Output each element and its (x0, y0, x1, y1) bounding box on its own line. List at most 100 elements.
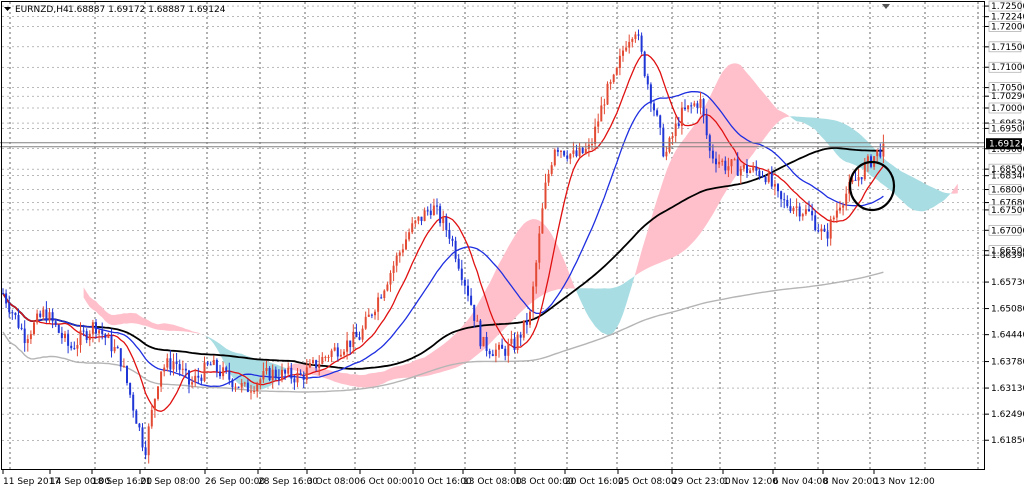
x-tick-label: 3 Oct 08:00 (307, 477, 360, 487)
candle-body (560, 150, 562, 152)
candle-body (377, 297, 380, 312)
candle-body (690, 105, 693, 107)
candle-body (879, 149, 882, 157)
candle-body (370, 314, 373, 316)
candle-body (395, 255, 398, 266)
candle-body (470, 295, 473, 305)
candle-body (51, 312, 54, 322)
candle-body (773, 184, 776, 187)
candle-body (544, 182, 547, 209)
candle-body (256, 383, 259, 392)
candle-body (405, 239, 407, 250)
candle-body (166, 358, 169, 368)
y-tick-label: 1.71000 (991, 63, 1024, 73)
candle-body (392, 265, 395, 274)
candle-body (699, 99, 702, 108)
candle-body (85, 331, 88, 340)
candle-body (612, 74, 615, 82)
candle-body (122, 365, 125, 367)
candle-body (792, 207, 795, 212)
candle-body (197, 375, 200, 378)
candle-body (20, 327, 23, 329)
candle-body (516, 334, 519, 351)
candle-body (308, 363, 311, 368)
candle-body (157, 386, 159, 399)
candle-body (290, 367, 293, 379)
candle-body (352, 331, 355, 348)
candle-body (535, 262, 538, 287)
candle-body (594, 126, 597, 145)
y-tick-label: 1.68340 (991, 172, 1024, 182)
candle-body (336, 347, 339, 357)
y-tick-label: 1.71500 (991, 43, 1024, 53)
candle-body (349, 340, 352, 348)
scroll-marker-icon[interactable] (882, 4, 890, 9)
candle-body (327, 356, 330, 358)
candle-body (764, 176, 767, 183)
candle-body (262, 370, 265, 380)
candle-body (296, 372, 299, 383)
candle-body (17, 314, 20, 328)
candle-body (147, 426, 150, 456)
candle-body (95, 322, 97, 334)
candle-body (814, 215, 817, 231)
candle-body (129, 383, 132, 395)
candle-body (882, 143, 885, 157)
candle-body (33, 322, 35, 335)
y-tick-label: 1.69000 (991, 145, 1024, 155)
candle-body (70, 345, 73, 349)
candle-body (845, 193, 848, 206)
candle-body (169, 358, 172, 370)
candle-body (532, 286, 535, 312)
candle-body (817, 230, 820, 232)
y-tick-label: 1.66390 (991, 251, 1024, 261)
candle-body (857, 177, 860, 181)
x-tick-label: 13 Oct 08:00 (463, 477, 522, 487)
candle-body (563, 150, 566, 156)
candle-body (442, 216, 445, 224)
candle-body (798, 206, 801, 217)
y-tick-box (988, 0, 1022, 12)
ohlc-text: 1.68887 1.69172 1.68887 1.69124 (68, 5, 226, 15)
x-tick-label: 8 Nov 20:00 (823, 477, 878, 487)
candle-body (854, 179, 857, 181)
candle-body (364, 316, 367, 329)
candle-body (671, 136, 674, 138)
candle-body (113, 347, 116, 352)
candle-body (417, 216, 420, 221)
candle-body (222, 367, 225, 377)
candle-body (79, 330, 82, 346)
y-tick-label: 1.70000 (991, 104, 1024, 114)
candle-body (23, 328, 26, 344)
candle-body (14, 312, 17, 315)
y-tick-box (988, 82, 1022, 93)
candle-body (622, 50, 624, 56)
candle-body (150, 409, 153, 427)
y-tick-box (988, 21, 1022, 32)
candle-body (749, 170, 752, 173)
candle-body (91, 322, 94, 334)
candle-body (228, 370, 231, 380)
candle-body (209, 364, 212, 366)
candle-body (770, 172, 773, 187)
candle-body (519, 334, 522, 338)
candle-body (538, 233, 541, 263)
candle-body (473, 304, 476, 321)
candle-body (572, 150, 575, 154)
candle-body (507, 343, 510, 356)
candle-body (711, 150, 714, 159)
candle-body (733, 159, 736, 161)
candle-body (488, 350, 491, 355)
candle-body (556, 149, 559, 152)
candle-body (631, 38, 634, 42)
candle-body (60, 332, 63, 339)
candle-body (445, 216, 448, 230)
y-tick-label: 1.63780 (991, 358, 1024, 368)
candle-body (482, 336, 485, 347)
candle-body (200, 377, 203, 381)
candle-body (575, 150, 578, 157)
candle-body (73, 348, 76, 350)
y-tick-label: 1.68500 (991, 165, 1024, 175)
